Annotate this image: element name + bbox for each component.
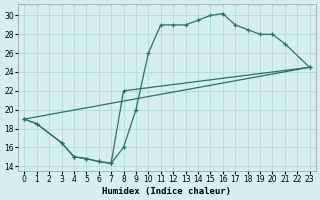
X-axis label: Humidex (Indice chaleur): Humidex (Indice chaleur) xyxy=(102,187,231,196)
